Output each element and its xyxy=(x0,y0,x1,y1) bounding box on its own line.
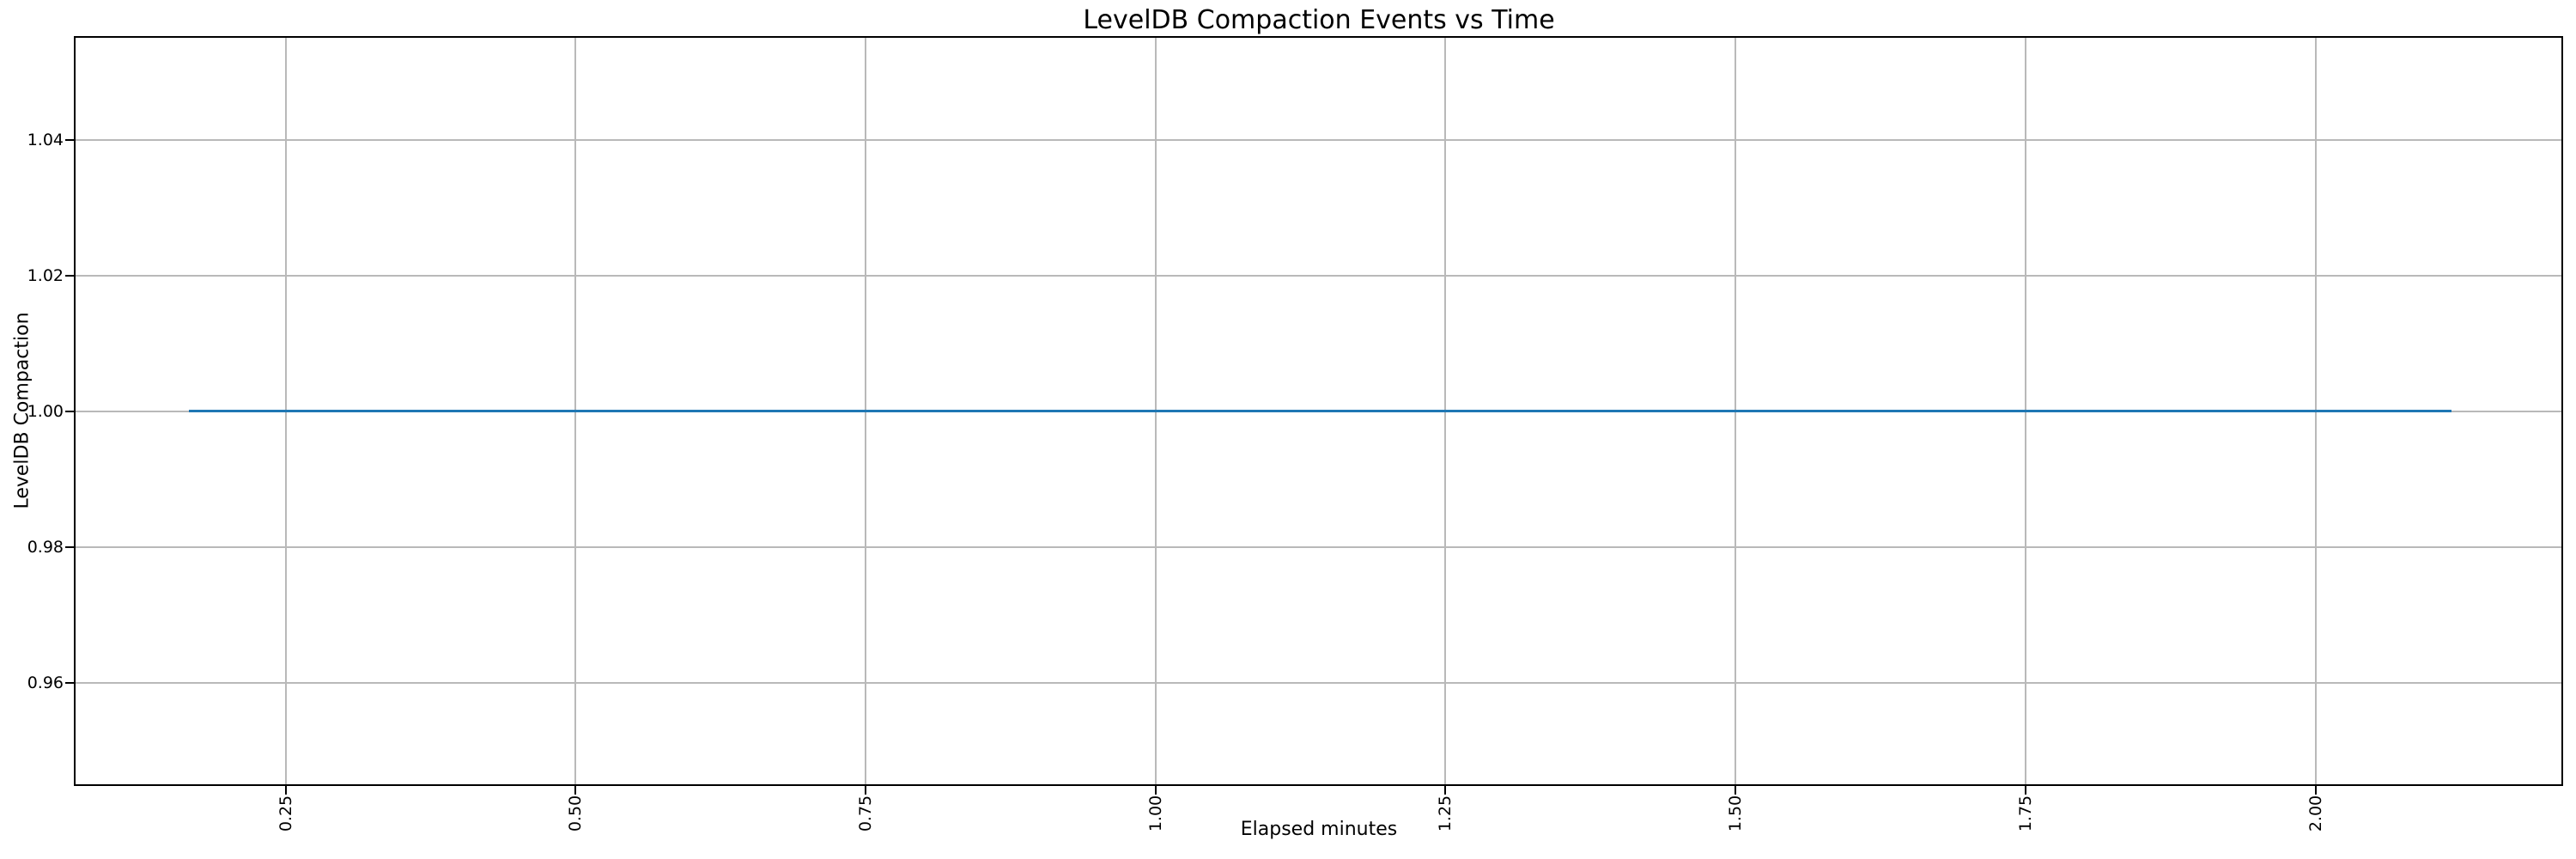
x-tick-label: 1.00 xyxy=(1145,795,1165,832)
y-tick-mark xyxy=(65,545,74,548)
y-tick-mark xyxy=(65,681,74,684)
data-series-line xyxy=(189,410,2451,412)
x-axis-label: Elapsed minutes xyxy=(1240,819,1398,840)
y-tick-label: 1.02 xyxy=(27,265,64,285)
x-tick-mark xyxy=(284,786,287,795)
x-tick-mark xyxy=(2314,786,2317,795)
x-tick-mark xyxy=(1444,786,1447,795)
y-tick-label: 1.00 xyxy=(27,401,64,421)
y-tick-label: 0.96 xyxy=(27,673,64,692)
y-gridline xyxy=(76,681,2561,684)
x-tick-label: 2.00 xyxy=(2306,795,2325,832)
x-tick-mark xyxy=(574,786,577,795)
x-tick-label: 1.25 xyxy=(1436,795,1455,832)
x-tick-mark xyxy=(864,786,866,795)
x-tick-label: 1.50 xyxy=(1726,795,1746,832)
y-gridline xyxy=(76,545,2561,548)
x-tick-label: 0.75 xyxy=(855,795,875,832)
y-tick-mark xyxy=(65,274,74,277)
y-tick-label: 0.98 xyxy=(27,537,64,557)
x-tick-mark xyxy=(1735,786,1737,795)
y-gridline xyxy=(76,138,2561,141)
x-tick-label: 0.25 xyxy=(276,795,295,832)
y-gridline xyxy=(76,274,2561,277)
x-tick-mark xyxy=(2024,786,2026,795)
x-tick-label: 0.50 xyxy=(566,795,586,832)
x-tick-label: 1.75 xyxy=(2015,795,2035,832)
y-tick-label: 1.04 xyxy=(27,130,64,149)
x-tick-mark xyxy=(1154,786,1157,795)
chart-title: LevelDB Compaction Events vs Time xyxy=(1083,5,1555,35)
y-tick-mark xyxy=(65,410,74,412)
y-tick-mark xyxy=(65,138,74,141)
